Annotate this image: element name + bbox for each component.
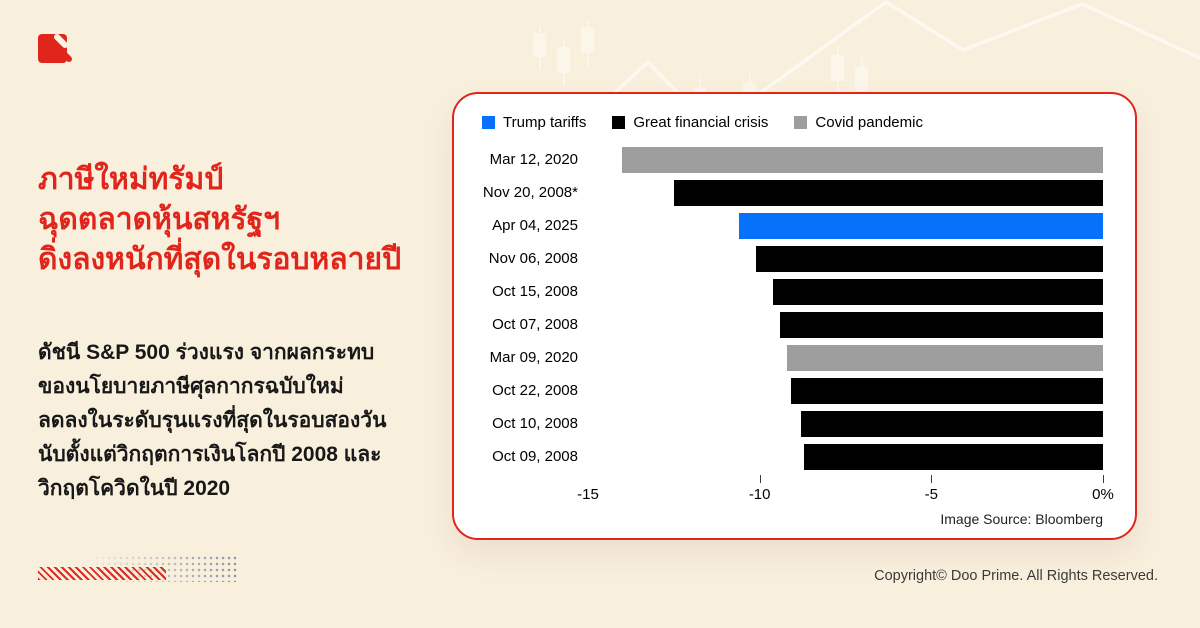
row-track xyxy=(588,278,1103,305)
row-track xyxy=(588,179,1103,206)
doo-prime-logo xyxy=(38,34,72,63)
description-line: ดัชนี S&P 500 ร่วงแรง จากผลกระทบ xyxy=(38,341,375,364)
bar-gfc xyxy=(673,179,1103,206)
row-date-label: Apr 04, 2025 xyxy=(492,217,578,234)
legend-swatch-icon xyxy=(612,116,626,129)
description-line: วิกฤตโควิดในปี 2020 xyxy=(38,477,231,500)
description-line: นับตั้งแต่วิกฤตการเงินโลกปี 2008 และ xyxy=(38,443,382,466)
bar-covid xyxy=(787,344,1103,371)
bar-gfc xyxy=(773,278,1103,305)
description-line: ของนโยบายภาษีศุลกากรฉบับใหม่ xyxy=(38,375,344,398)
headline-line: ภาษีใหม่ทรัมป์ xyxy=(38,163,224,196)
chart-row: Mar 12, 2020 xyxy=(482,143,1103,176)
row-track xyxy=(588,377,1103,404)
row-track xyxy=(588,344,1103,371)
bar-gfc xyxy=(780,311,1103,338)
row-date-label: Nov 20, 2008* xyxy=(482,184,578,201)
bar-gfc xyxy=(800,410,1103,437)
chart-row: Apr 04, 2025 xyxy=(482,209,1103,242)
row-track xyxy=(588,146,1103,173)
chart-row: Nov 06, 2008 xyxy=(482,242,1103,275)
legend-item: Great financial crisis xyxy=(612,114,768,131)
row-date-label: Nov 06, 2008 xyxy=(488,250,578,267)
stripes-decoration xyxy=(38,567,166,580)
row-date-label: Oct 22, 2008 xyxy=(492,382,578,399)
row-track xyxy=(588,443,1103,470)
chart-row: Oct 10, 2008 xyxy=(482,407,1103,440)
source-note: Image Source: Bloomberg xyxy=(940,511,1103,527)
legend-swatch-icon xyxy=(482,116,495,129)
headline: ภาษีใหม่ทรัมป์ ฉุดตลาดหุ้นสหรัฐฯ ดิ่งลงห… xyxy=(38,160,438,280)
chart-row: Oct 15, 2008 xyxy=(482,275,1103,308)
row-date-label: Mar 09, 2020 xyxy=(489,349,578,366)
chart-row: Oct 22, 2008 xyxy=(482,374,1103,407)
bar-covid xyxy=(622,146,1103,173)
row-date-label: Oct 10, 2008 xyxy=(492,415,578,432)
row-track xyxy=(588,212,1103,239)
chart-row: Oct 09, 2008 xyxy=(482,440,1103,473)
row-track xyxy=(588,311,1103,338)
axis-tick-label: -15 xyxy=(577,486,599,503)
legend-swatch-icon xyxy=(794,116,808,129)
headline-line: ฉุดตลาดหุ้นสหรัฐฯ xyxy=(38,203,280,236)
headline-line: ดิ่งลงหนักที่สุดในรอบหลายปี xyxy=(38,243,402,276)
bar-gfc xyxy=(804,443,1103,470)
chart-row: Oct 07, 2008 xyxy=(482,308,1103,341)
legend-label: Trump tariffs xyxy=(503,114,587,131)
chart-row: Mar 09, 2020 xyxy=(482,341,1103,374)
chart-row: Nov 20, 2008* xyxy=(482,176,1103,209)
row-date-label: Oct 15, 2008 xyxy=(492,283,578,300)
bar-tariffs xyxy=(739,212,1103,239)
description-line: ลดลงในระดับรุนแรงที่สุดในรอบสองวัน xyxy=(38,409,387,432)
bar-gfc xyxy=(756,245,1103,272)
row-date-label: Oct 07, 2008 xyxy=(492,316,578,333)
row-track xyxy=(588,245,1103,272)
legend-item: Trump tariffs xyxy=(482,114,586,131)
legend-label: Great financial crisis xyxy=(633,114,769,131)
row-date-label: Mar 12, 2020 xyxy=(489,151,578,168)
axis-tick xyxy=(759,475,761,483)
legend-label: Covid pandemic xyxy=(815,114,923,131)
chart-legend: Trump tariffs Great financial crisis Covid… xyxy=(482,114,1103,131)
bar-chart: Mar 12, 2020 Nov 20, 2008* Apr 04, 2025 Nov… xyxy=(482,143,1103,473)
x-axis: -15 -10 -5 0% xyxy=(577,475,1114,503)
chart-card: Trump tariffs Great financial crisis Covid… xyxy=(452,92,1137,540)
copyright-text: Copyright© Doo Prime. All Rights Reserve… xyxy=(874,568,1158,584)
axis-tick xyxy=(931,475,933,483)
description-text: ดัชนี S&P 500 ร่วงแรง จากผลกระทบ ของนโยบ… xyxy=(38,336,448,506)
row-date-label: Oct 09, 2008 xyxy=(492,448,578,465)
axis-tick-label: -10 xyxy=(748,486,771,503)
axis-tick-label: -5 xyxy=(924,486,938,503)
bar-gfc xyxy=(790,377,1103,404)
row-track xyxy=(588,410,1103,437)
axis-tick xyxy=(1103,475,1104,483)
axis-tick-label: 0% xyxy=(1092,486,1114,503)
legend-item: Covid pandemic xyxy=(794,114,923,131)
